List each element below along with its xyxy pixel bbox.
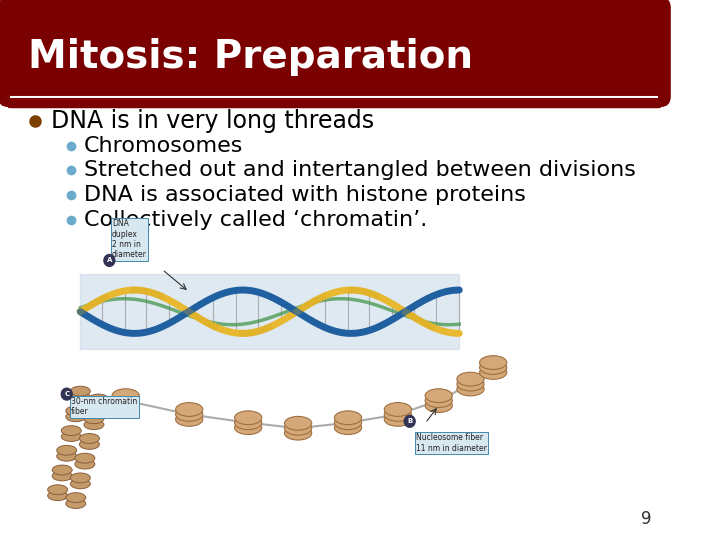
Bar	[12, 57, 657, 97]
Ellipse shape	[425, 389, 452, 403]
Ellipse shape	[57, 451, 77, 461]
Ellipse shape	[176, 408, 203, 421]
Circle shape	[104, 254, 114, 266]
Ellipse shape	[457, 377, 484, 391]
Ellipse shape	[61, 431, 81, 441]
Text: Stretched out and intertangled between divisions: Stretched out and intertangled between d…	[84, 160, 636, 180]
Ellipse shape	[334, 416, 361, 430]
Ellipse shape	[66, 406, 86, 416]
Ellipse shape	[79, 440, 99, 449]
Text: Nucleosome fiber
11 nm in diameter: Nucleosome fiber 11 nm in diameter	[416, 433, 487, 453]
Ellipse shape	[53, 471, 72, 481]
Ellipse shape	[75, 453, 95, 463]
Ellipse shape	[112, 399, 139, 413]
Text: DNA
duplex
2 nm in
diameter: DNA duplex 2 nm in diameter	[112, 219, 147, 259]
FancyBboxPatch shape	[1, 0, 668, 540]
Text: A: A	[107, 258, 112, 264]
Ellipse shape	[176, 403, 203, 416]
Ellipse shape	[112, 389, 139, 403]
Ellipse shape	[112, 394, 139, 408]
Ellipse shape	[66, 492, 86, 503]
Text: DNA is associated with histone proteins: DNA is associated with histone proteins	[84, 185, 526, 205]
Ellipse shape	[384, 413, 412, 426]
Text: Chromosomes: Chromosomes	[84, 136, 243, 156]
Ellipse shape	[66, 498, 86, 509]
Ellipse shape	[71, 473, 90, 483]
Circle shape	[61, 388, 72, 400]
Ellipse shape	[48, 485, 68, 495]
Text: DNA is in very long threads: DNA is in very long threads	[51, 109, 374, 133]
Ellipse shape	[480, 361, 507, 374]
Ellipse shape	[176, 413, 203, 426]
Ellipse shape	[84, 414, 104, 424]
Circle shape	[404, 415, 415, 427]
Ellipse shape	[61, 426, 81, 436]
Ellipse shape	[79, 434, 99, 443]
Text: 30-nm chromatin
fiber: 30-nm chromatin fiber	[71, 397, 138, 416]
Ellipse shape	[48, 491, 68, 501]
Ellipse shape	[235, 416, 262, 430]
Ellipse shape	[334, 421, 361, 435]
Ellipse shape	[66, 412, 86, 422]
Ellipse shape	[284, 421, 312, 435]
Ellipse shape	[480, 366, 507, 379]
Ellipse shape	[71, 386, 90, 396]
Ellipse shape	[480, 356, 507, 369]
Ellipse shape	[425, 399, 452, 413]
Ellipse shape	[71, 392, 90, 402]
Ellipse shape	[235, 411, 262, 424]
Bar	[8, 8, 661, 97]
Ellipse shape	[71, 479, 90, 489]
Ellipse shape	[334, 411, 361, 424]
Text: Collectively called ‘chromatin’.: Collectively called ‘chromatin’.	[84, 210, 427, 230]
Ellipse shape	[284, 416, 312, 430]
FancyBboxPatch shape	[1, 0, 668, 108]
Ellipse shape	[384, 403, 412, 416]
Ellipse shape	[457, 372, 484, 386]
Ellipse shape	[53, 465, 72, 475]
Ellipse shape	[57, 446, 77, 455]
Text: C: C	[64, 391, 69, 397]
Ellipse shape	[89, 394, 109, 404]
Ellipse shape	[235, 421, 262, 435]
FancyBboxPatch shape	[0, 0, 670, 106]
Ellipse shape	[425, 394, 452, 408]
Ellipse shape	[84, 420, 104, 430]
Ellipse shape	[284, 426, 312, 440]
Ellipse shape	[89, 400, 109, 410]
Text: 9: 9	[642, 510, 652, 528]
Text: B: B	[407, 418, 413, 424]
Ellipse shape	[457, 382, 484, 396]
Ellipse shape	[75, 459, 95, 469]
Ellipse shape	[384, 408, 412, 421]
Text: Mitosis: Preparation: Mitosis: Preparation	[27, 38, 473, 76]
